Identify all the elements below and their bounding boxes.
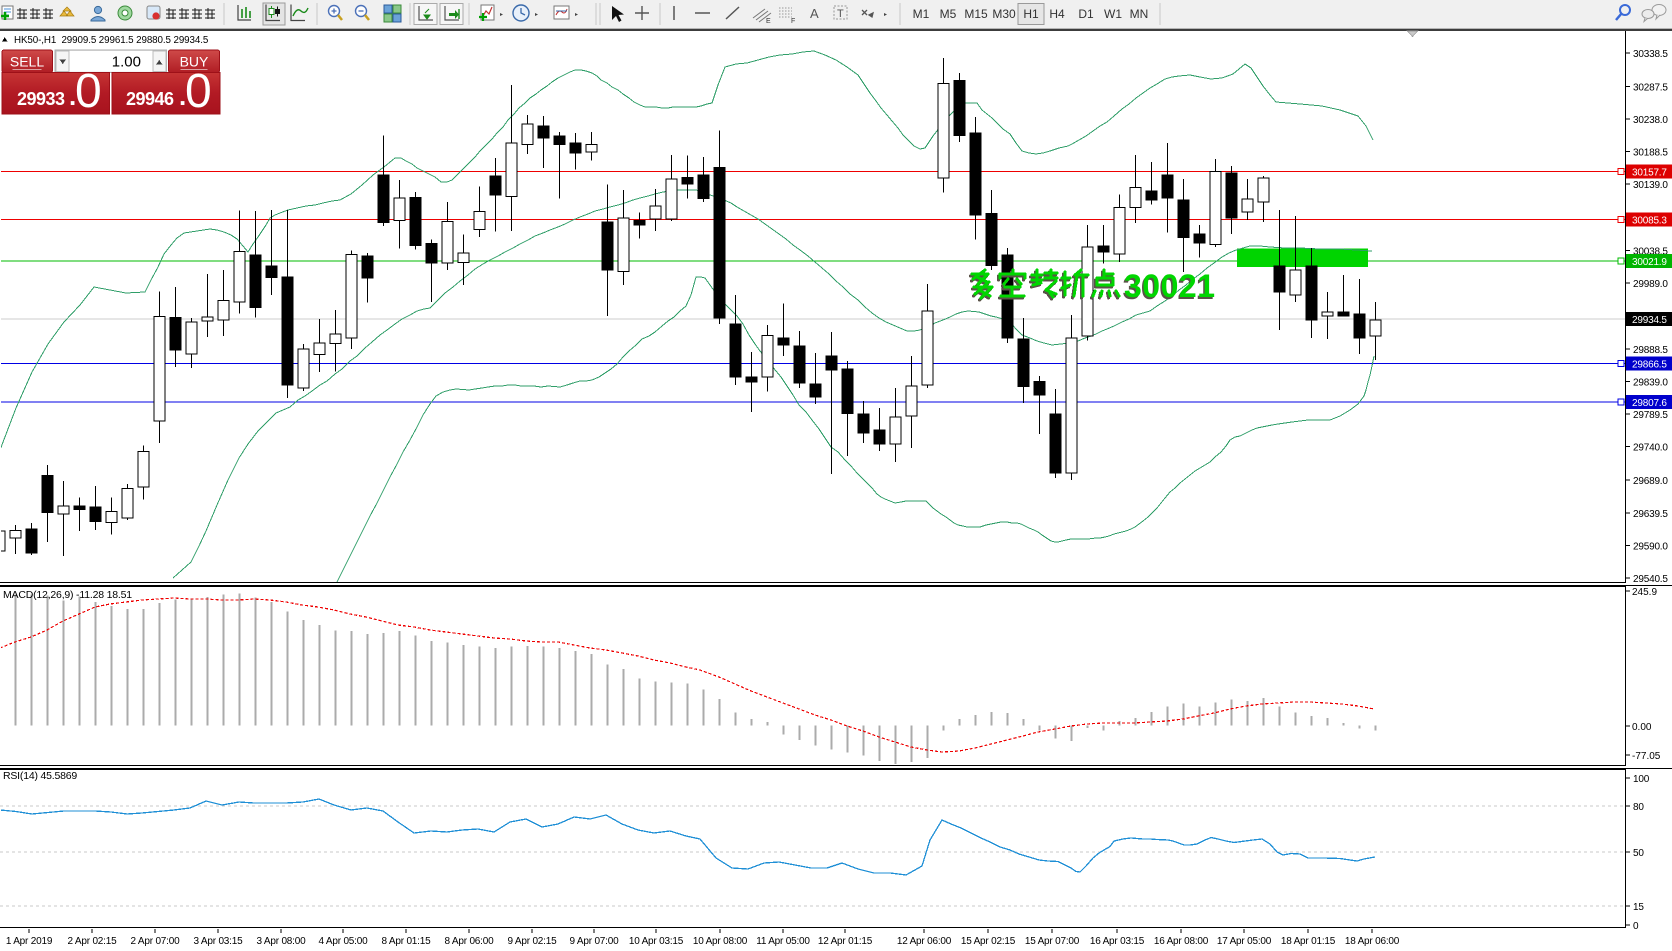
svg-text:29866.5: 29866.5: [1632, 360, 1667, 371]
svg-text:29946: 29946: [126, 89, 174, 109]
svg-text:18 Apr 06:00: 18 Apr 06:00: [1345, 936, 1400, 947]
svg-text:E: E: [766, 18, 771, 25]
svg-text:50: 50: [1633, 848, 1644, 859]
svg-text:9 Apr 02:15: 9 Apr 02:15: [508, 936, 558, 947]
svg-text:29590.0: 29590.0: [1633, 541, 1668, 552]
svg-text:30238.0: 30238.0: [1633, 115, 1668, 126]
svg-text:29933: 29933: [17, 89, 65, 109]
svg-text:29807.6: 29807.6: [1632, 398, 1667, 409]
svg-text:2 Apr 07:00: 2 Apr 07:00: [131, 936, 181, 947]
svg-text:16 Apr 08:00: 16 Apr 08:00: [1154, 936, 1209, 947]
svg-text:3 Apr 08:00: 3 Apr 08:00: [257, 936, 307, 947]
svg-text:M1: M1: [913, 7, 930, 21]
svg-text:H4: H4: [1049, 7, 1065, 21]
svg-text:1.00: 1.00: [112, 54, 141, 71]
svg-text:29689.0: 29689.0: [1633, 476, 1668, 487]
svg-text:1 Apr 2019: 1 Apr 2019: [6, 936, 53, 947]
svg-text:A: A: [810, 6, 819, 21]
svg-text:8 Apr 06:00: 8 Apr 06:00: [445, 936, 495, 947]
svg-text:29639.5: 29639.5: [1633, 509, 1668, 520]
svg-text:8 Apr 01:15: 8 Apr 01:15: [382, 936, 432, 947]
svg-text:30157.7: 30157.7: [1632, 168, 1667, 179]
svg-text:15 Apr 07:00: 15 Apr 07:00: [1025, 936, 1080, 947]
svg-text:80: 80: [1633, 802, 1644, 813]
svg-text:29839.0: 29839.0: [1633, 378, 1668, 389]
svg-text:30188.5: 30188.5: [1633, 148, 1668, 159]
svg-text:MACD(12,26,9) -11.28 18.51: MACD(12,26,9) -11.28 18.51: [3, 589, 132, 601]
svg-text:18 Apr 01:15: 18 Apr 01:15: [1281, 936, 1336, 947]
svg-text:MN: MN: [1130, 7, 1149, 21]
svg-text:3 Apr 03:15: 3 Apr 03:15: [194, 936, 244, 947]
svg-text:.: .: [69, 81, 76, 111]
svg-text:29934.5: 29934.5: [1632, 315, 1667, 326]
svg-text:30139.0: 30139.0: [1633, 180, 1668, 191]
svg-text:M30: M30: [992, 7, 1016, 21]
svg-text:9 Apr 07:00: 9 Apr 07:00: [570, 936, 620, 947]
svg-text:W1: W1: [1104, 7, 1122, 21]
svg-text:M5: M5: [940, 7, 957, 21]
svg-text:0: 0: [185, 65, 212, 118]
svg-text:10 Apr 03:15: 10 Apr 03:15: [629, 936, 684, 947]
svg-text:29540.5: 29540.5: [1633, 574, 1668, 585]
svg-text:0.00: 0.00: [1632, 722, 1652, 733]
svg-text:T: T: [837, 8, 844, 20]
svg-text:12 Apr 01:15: 12 Apr 01:15: [818, 936, 873, 947]
svg-text:SELL: SELL: [10, 54, 44, 70]
svg-text:0: 0: [1633, 921, 1639, 932]
svg-text:30038.5: 30038.5: [1633, 246, 1668, 257]
svg-text:15: 15: [1633, 902, 1644, 913]
svg-text:BUY: BUY: [180, 54, 209, 70]
svg-text:H1: H1: [1023, 7, 1039, 21]
svg-text:29888.5: 29888.5: [1633, 345, 1668, 356]
svg-text:M15: M15: [964, 7, 988, 21]
svg-text:100: 100: [1633, 774, 1650, 785]
svg-text:0: 0: [75, 65, 102, 118]
svg-text:30338.5: 30338.5: [1633, 49, 1668, 60]
svg-text:245.9: 245.9: [1632, 587, 1657, 598]
svg-text:4 Apr 05:00: 4 Apr 05:00: [319, 936, 369, 947]
svg-text:.: .: [179, 81, 186, 111]
svg-text:29740.0: 29740.0: [1633, 443, 1668, 454]
svg-text:HK50-,H1 29909.5 29961.5 2988: HK50-,H1 29909.5 29961.5 29880.5 29934.5: [14, 35, 209, 46]
svg-text:16 Apr 03:15: 16 Apr 03:15: [1090, 936, 1145, 947]
svg-text:F: F: [791, 18, 795, 25]
svg-text:30021: 30021: [1124, 268, 1215, 304]
svg-text:30287.5: 30287.5: [1633, 83, 1668, 94]
svg-text:30021.9: 30021.9: [1632, 257, 1667, 268]
svg-text:29789.5: 29789.5: [1633, 410, 1668, 421]
svg-text:15 Apr 02:15: 15 Apr 02:15: [961, 936, 1016, 947]
svg-text:2 Apr 02:15: 2 Apr 02:15: [68, 936, 118, 947]
svg-text:RSI(14) 45.5869: RSI(14) 45.5869: [3, 770, 77, 782]
svg-text:29989.0: 29989.0: [1633, 279, 1668, 290]
svg-text:30085.3: 30085.3: [1632, 216, 1667, 227]
svg-text:-77.05: -77.05: [1632, 751, 1661, 762]
svg-text:17 Apr 05:00: 17 Apr 05:00: [1217, 936, 1272, 947]
svg-text:11 Apr 05:00: 11 Apr 05:00: [756, 936, 810, 947]
svg-text:D1: D1: [1078, 7, 1094, 21]
svg-text:12 Apr 06:00: 12 Apr 06:00: [897, 936, 952, 947]
svg-text:10 Apr 08:00: 10 Apr 08:00: [693, 936, 748, 947]
svg-text:30021: 30021: [1123, 270, 1214, 306]
